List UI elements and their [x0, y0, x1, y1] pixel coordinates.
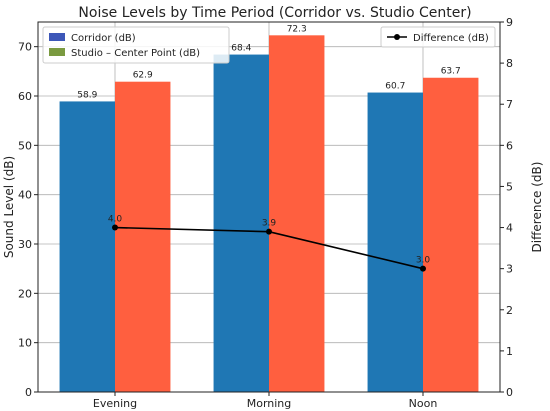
bar — [59, 101, 115, 392]
difference-point — [112, 224, 118, 231]
tick-label-right: 7 — [506, 98, 513, 111]
right-axis-ticks: 0 1 2 3 4 5 6 7 8 9 — [500, 16, 513, 399]
tick-label-left: 0 — [25, 386, 32, 399]
legend-swatch — [49, 33, 65, 41]
difference-value-label: 4.0 — [108, 215, 123, 225]
difference-value-label: 3.9 — [262, 219, 277, 229]
tick-label-right: 1 — [506, 345, 513, 358]
bar — [269, 35, 325, 392]
tick-label-left: 40 — [18, 189, 32, 202]
tick-label-right: 9 — [506, 16, 513, 29]
bar — [213, 54, 269, 393]
tick-label-left: 60 — [18, 90, 32, 103]
tick-label-right: 2 — [506, 304, 513, 317]
difference-value-label: 3.0 — [416, 256, 431, 266]
bar — [115, 81, 171, 393]
tick-label-right: 6 — [506, 139, 513, 152]
tick-label-x: Morning — [247, 397, 292, 410]
y-axis-label-right: Difference (dB) — [530, 162, 544, 253]
legend-box — [380, 26, 496, 48]
legend-left: Corridor (dB) Studio – Center Point (dB) — [42, 26, 230, 64]
tick-label-right: 8 — [506, 57, 513, 70]
left-axis-ticks: 0 10 20 30 40 50 60 70 — [18, 41, 38, 399]
bar-value-label: 62.9 — [133, 71, 153, 81]
tick-label-right: 3 — [506, 263, 513, 276]
bar — [367, 92, 423, 393]
bars: 58.9 68.4 60.7 62.9 72.3 63.7 — [59, 24, 479, 393]
chart-title: Noise Levels by Time Period (Corridor vs… — [78, 5, 471, 21]
bar-value-label: 58.9 — [77, 90, 97, 100]
tick-label-x: Evening — [93, 397, 137, 410]
legend-entry-label: Corridor (dB) — [71, 33, 136, 44]
legend-swatch — [49, 48, 65, 56]
difference-line: 4.0 3.9 3.0 — [108, 215, 431, 272]
legend-marker — [394, 34, 400, 40]
difference-point — [266, 228, 272, 235]
bar-value-label: 68.4 — [231, 44, 251, 54]
bar-value-label: 72.3 — [287, 24, 307, 34]
tick-label-right: 0 — [506, 386, 513, 399]
difference-point — [420, 265, 426, 272]
tick-label-left: 20 — [18, 287, 32, 300]
tick-label-right: 4 — [506, 222, 513, 235]
y-axis-label-left: Sound Level (dB) — [2, 156, 16, 258]
x-axis-ticks: Evening Morning Noon — [93, 392, 437, 410]
bar-value-label: 60.7 — [385, 82, 405, 92]
tick-label-x: Noon — [409, 397, 438, 410]
tick-label-right: 5 — [506, 180, 513, 193]
tick-label-left: 70 — [18, 41, 32, 54]
legend-entry-label: Difference (dB) — [413, 33, 489, 44]
bar-value-label: 63.7 — [441, 67, 461, 77]
tick-label-left: 30 — [18, 238, 32, 251]
legend-box — [42, 26, 230, 64]
tick-label-left: 50 — [18, 139, 32, 152]
legend-right: Difference (dB) — [380, 26, 496, 48]
tick-label-left: 10 — [18, 337, 32, 350]
bar — [423, 77, 479, 392]
legend-entry-label: Studio – Center Point (dB) — [71, 48, 200, 59]
